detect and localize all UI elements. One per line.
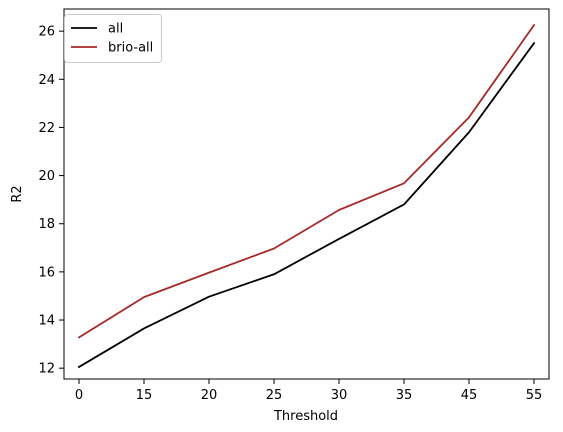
x-tick-label: 55 — [526, 388, 543, 403]
x-tick-label: 25 — [266, 388, 283, 403]
legend-label-brio-all: brio-all — [108, 41, 153, 56]
y-tick-label: 24 — [38, 73, 55, 88]
x-axis-label: Threshold — [273, 409, 338, 424]
x-tick-labels: 0 15 20 25 30 35 45 55 — [75, 388, 542, 403]
y-tick-label: 20 — [38, 169, 55, 184]
y-tick-label: 14 — [38, 314, 55, 329]
plot-frame — [63, 8, 550, 380]
y-tick-marks — [59, 30, 64, 369]
y-tick-label: 16 — [38, 265, 55, 280]
x-tick-label: 20 — [201, 388, 218, 403]
y-axis-label: R2 — [10, 185, 25, 202]
series-line-all — [77, 41, 536, 369]
y-tick-label: 18 — [38, 217, 55, 232]
legend-label-all: all — [108, 22, 123, 37]
series-lines — [77, 23, 536, 369]
x-tick-label: 30 — [331, 388, 348, 403]
x-tick-label: 0 — [75, 388, 83, 403]
x-tick-label: 35 — [396, 388, 413, 403]
y-tick-labels: 12 14 16 18 20 22 24 26 — [38, 25, 55, 377]
legend-box — [64, 14, 162, 63]
y-tick-label: 22 — [38, 121, 55, 136]
legend: all brio-all — [64, 14, 162, 63]
y-tick-label: 26 — [38, 25, 55, 40]
x-tick-label: 15 — [136, 388, 153, 403]
series-line-brio-all — [77, 23, 536, 339]
x-tick-label: 45 — [461, 388, 478, 403]
y-tick-label: 12 — [38, 362, 55, 377]
x-tick-marks — [78, 379, 535, 384]
